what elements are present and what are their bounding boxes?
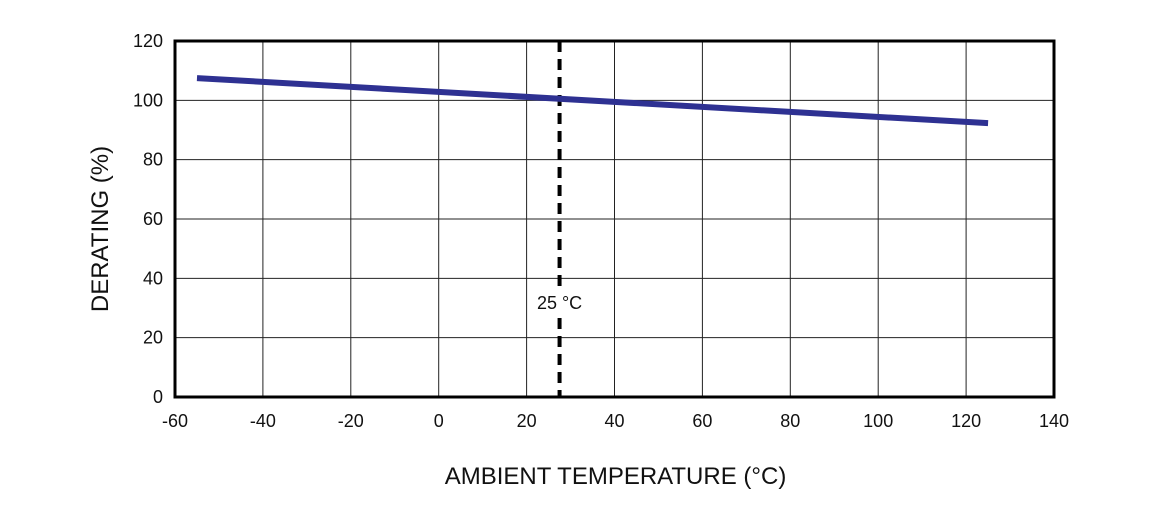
y-tick-label: 120 (133, 31, 163, 51)
x-tick-label: 60 (692, 411, 712, 431)
y-tick-labels: 0 20 40 60 80 100 120 (133, 31, 163, 407)
series-group (196, 75, 989, 127)
x-tick-label: 80 (780, 411, 800, 431)
series-line (196, 75, 989, 127)
x-tick-label: 100 (863, 411, 893, 431)
x-tick-label: 0 (434, 411, 444, 431)
x-tick-label: 40 (604, 411, 624, 431)
y-tick-label: 40 (143, 268, 163, 288)
reference-line-group: 25 °C (537, 41, 582, 397)
reference-line-label: 25 °C (537, 293, 582, 313)
x-axis-title: AMBIENT TEMPERATURE (°C) (445, 463, 787, 490)
grid (175, 41, 1054, 397)
y-tick-label: 20 (143, 328, 163, 348)
plot-frame (173, 39, 1056, 399)
y-axis-title: DERATING (%) (87, 146, 114, 312)
x-tick-label: -40 (250, 411, 276, 431)
x-tick-labels: -60 -40 -20 0 20 40 60 80 100 120 140 (162, 411, 1069, 431)
x-tick-label: 20 (517, 411, 537, 431)
y-tick-label: 100 (133, 90, 163, 110)
y-tick-label: 60 (143, 209, 163, 229)
y-tick-label: 80 (143, 150, 163, 170)
x-tick-label: -20 (338, 411, 364, 431)
y-tick-label: 0 (153, 387, 163, 407)
x-tick-label: 120 (951, 411, 981, 431)
x-tick-label: 140 (1039, 411, 1069, 431)
x-tick-label: -60 (162, 411, 188, 431)
